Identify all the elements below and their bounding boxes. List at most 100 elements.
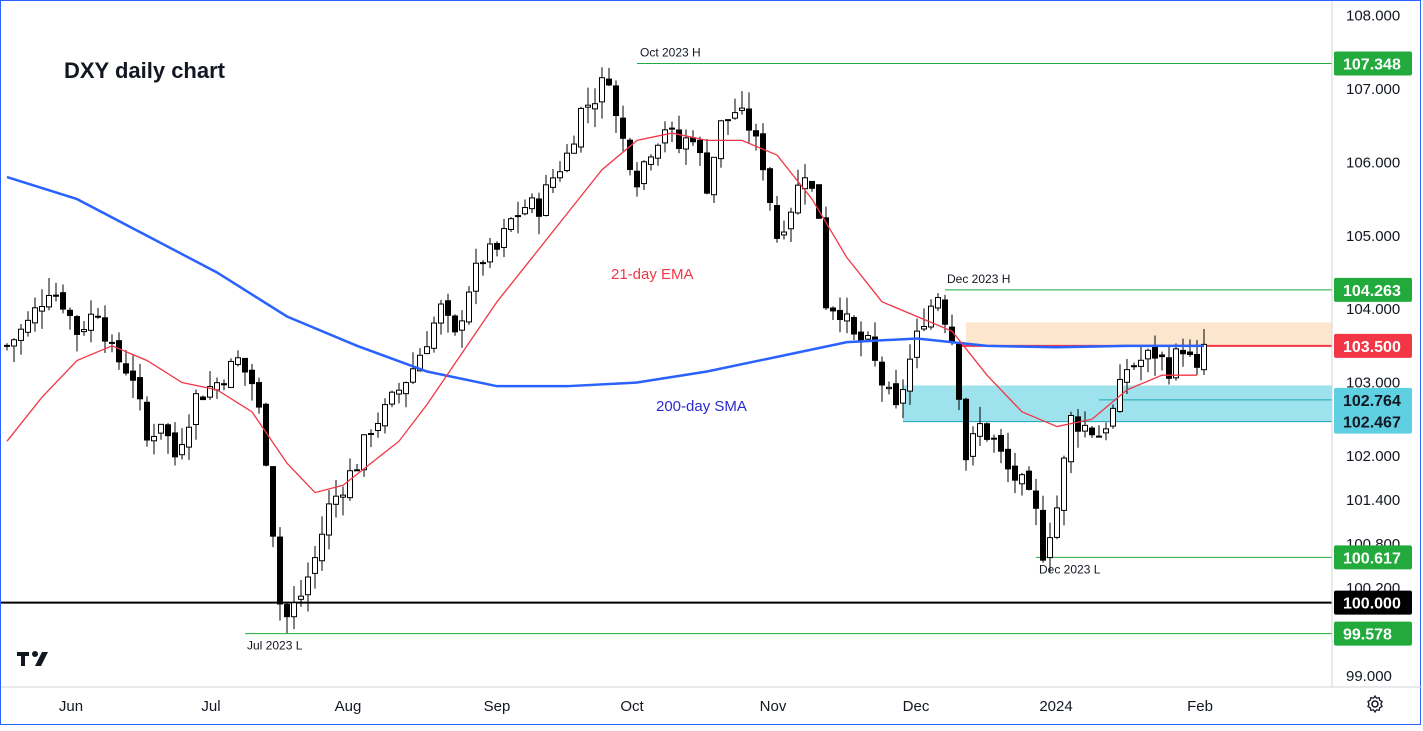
candle-body <box>452 315 458 333</box>
candle-body <box>333 495 339 505</box>
candle-body <box>60 292 66 310</box>
candle-body <box>494 242 500 250</box>
price-tick-label: 103.000 <box>1346 375 1400 392</box>
candle-body <box>263 403 269 466</box>
candle-body <box>403 382 409 395</box>
candle-body <box>949 326 955 343</box>
time-tick-label: Aug <box>335 698 362 715</box>
candle-body <box>1145 349 1151 360</box>
candle-body <box>298 595 304 600</box>
candle-body <box>277 536 283 605</box>
price-tick-label: 107.000 <box>1346 81 1400 98</box>
price-label-text: 103.500 <box>1343 339 1401 356</box>
candle-body <box>67 309 73 316</box>
candle-body <box>46 294 52 308</box>
candle-body <box>767 168 773 204</box>
candle-body <box>998 434 1004 452</box>
price-label-text: 99.578 <box>1343 627 1392 644</box>
candle-body <box>746 108 752 131</box>
candle-body <box>1194 353 1200 368</box>
time-tick-label: Dec <box>903 698 930 715</box>
price-tick-label: 104.000 <box>1346 301 1400 318</box>
sma-200-line <box>6 175 1204 388</box>
candle-body <box>697 139 703 154</box>
annotations-layer: Oct 2023 H Dec 2023 H Jul 2023 L Dec 2023 L… <box>247 46 1101 653</box>
candle-body <box>1033 490 1039 509</box>
candle-body <box>291 602 297 618</box>
candle-body <box>536 198 542 217</box>
candle-body <box>851 316 857 335</box>
candle-body <box>522 207 528 215</box>
candle-body <box>928 305 934 328</box>
candle-body <box>1026 470 1032 490</box>
candle-body <box>74 316 80 335</box>
candle-body <box>1180 349 1186 355</box>
candle-body <box>865 335 871 340</box>
candle-body <box>109 341 115 344</box>
candle-body <box>137 377 143 400</box>
candle-body <box>788 211 794 230</box>
candle-body <box>1124 369 1130 383</box>
candle-body <box>844 313 850 322</box>
candle-body <box>186 426 192 448</box>
candle-body <box>368 432 374 435</box>
candle-body <box>907 358 913 392</box>
candle-body <box>669 127 675 130</box>
candle-body <box>739 107 745 111</box>
candle-body <box>718 120 724 160</box>
candle-body <box>200 396 206 401</box>
candle-body <box>179 444 185 456</box>
candle-body <box>207 386 213 398</box>
candle-body <box>508 218 514 230</box>
candle-body <box>214 382 220 391</box>
candle-body <box>935 297 941 309</box>
candle-body <box>816 184 822 219</box>
candle-body <box>578 107 584 148</box>
candle-body <box>648 156 654 165</box>
candle-body <box>151 435 157 442</box>
candle-body <box>480 262 486 265</box>
price-label-badge: 104.263 <box>1334 277 1412 302</box>
candle-body <box>676 129 682 150</box>
candle-body <box>4 344 10 347</box>
candle-body <box>1166 357 1172 379</box>
price-label-badge: 102.764 <box>1334 387 1412 412</box>
candle-body <box>774 205 780 239</box>
levels-layer <box>1 63 1332 635</box>
candle-body <box>53 294 59 297</box>
candle-body <box>228 360 234 388</box>
candle-body <box>102 317 108 342</box>
candle-body <box>606 78 612 86</box>
candle-body <box>529 197 535 210</box>
candle-body <box>487 243 493 263</box>
time-tick-label: 2024 <box>1039 698 1072 715</box>
gear-icon[interactable] <box>1365 694 1385 714</box>
candle-body <box>872 336 878 361</box>
candle-body <box>25 319 31 333</box>
candle-body <box>438 303 444 324</box>
candle-body <box>158 423 164 434</box>
price-label-badge: 100.617 <box>1334 545 1412 570</box>
candle-body <box>991 437 997 440</box>
tradingview-logo[interactable] <box>15 647 57 669</box>
candle-body <box>1103 428 1109 434</box>
candle-body <box>256 382 262 408</box>
candle-body <box>389 391 395 405</box>
price-tick-label: 102.000 <box>1346 448 1400 465</box>
candle-body <box>88 313 94 331</box>
candle-body <box>914 330 920 358</box>
candle-body <box>634 170 640 188</box>
candle-body <box>361 434 367 471</box>
candle-body <box>1173 348 1179 379</box>
time-tick-label: Nov <box>760 698 787 715</box>
time-tick-label: Jun <box>59 698 83 715</box>
price-label-text: 102.764 <box>1343 393 1401 410</box>
candle-body <box>130 370 136 381</box>
candle-body <box>116 340 122 363</box>
candle-body <box>515 215 521 218</box>
ema-label: 21-day EMA <box>611 266 694 283</box>
price-label-text: 107.348 <box>1343 57 1401 74</box>
candle-body <box>599 77 605 103</box>
ema-21-line <box>6 132 1197 494</box>
